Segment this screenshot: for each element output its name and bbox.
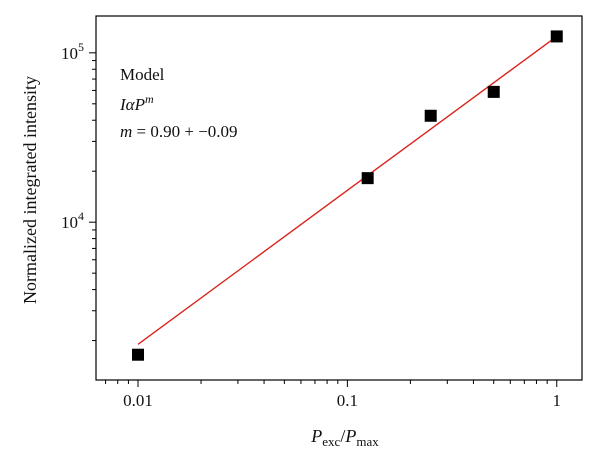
x-title-sub1: exc [322,434,340,449]
formula-p: P [134,95,145,114]
data-point [550,30,563,43]
model-formula: IαPm [119,92,154,114]
formula-i: I [119,95,127,114]
data-point [487,85,500,98]
x-title-p2: P [344,426,356,446]
svg-text:Pexc/Pmax: Pexc/Pmax [310,426,379,449]
x-axis-title: Pexc/Pmax [310,426,379,449]
data-point [132,348,145,361]
x-title-sep: / [340,426,345,446]
x-tick-label: 1 [553,391,562,410]
model-label: Model [120,65,165,84]
y-tick-label: 105 [61,40,84,63]
fit-line [137,35,558,345]
x-title-sub2: max [356,434,379,449]
x-title-p1: P [310,426,322,446]
formula-m-exp: m [145,92,154,106]
plot-frame [95,15,583,381]
x-tick-label: 0.01 [123,391,153,410]
y-tick-label: 104 [61,209,84,232]
m-value: m = 0.90 + −0.09 [120,122,238,141]
m-var: m [120,122,132,141]
data-point [424,109,437,122]
x-tick-label: 0.1 [337,391,358,410]
fit-annotation: Model IαPm m = 0.90 + −0.09 [119,65,238,141]
data-point [361,172,374,185]
y-axis-title: Normalized integrated intensity [20,76,40,304]
formula-alpha: α [126,95,136,114]
m-value-text: = 0.90 + −0.09 [132,122,237,141]
